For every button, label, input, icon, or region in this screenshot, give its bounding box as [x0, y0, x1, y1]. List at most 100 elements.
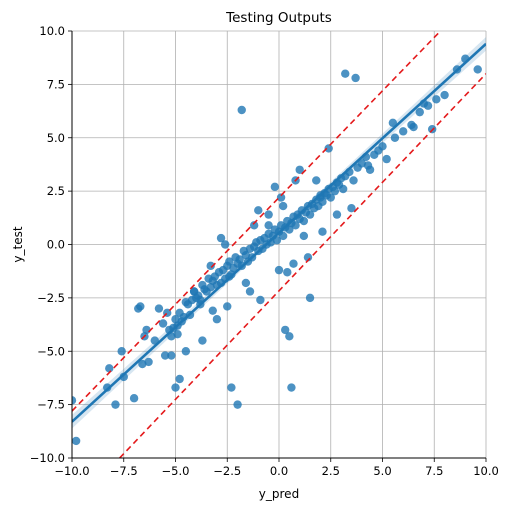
data-point	[264, 210, 273, 219]
y-tick-label: 0.0	[47, 238, 65, 252]
data-point	[303, 253, 313, 262]
data-point	[227, 383, 236, 392]
regression-line	[72, 42, 486, 423]
x-tick-label: −2.5	[213, 464, 241, 478]
data-point	[351, 73, 360, 83]
data-point	[291, 221, 300, 230]
data-point	[223, 302, 232, 311]
y-tick-label: 7.5	[47, 77, 65, 91]
data-point	[299, 231, 309, 241]
data-point	[189, 287, 199, 296]
x-tick-label: 0.0	[270, 464, 288, 478]
y-tick-label: −10.0	[30, 451, 65, 465]
data-point	[105, 364, 114, 373]
data-point	[338, 184, 348, 194]
data-point	[283, 268, 292, 277]
data-point	[264, 221, 273, 230]
data-point	[378, 142, 387, 151]
x-tick-label: 10.0	[473, 464, 499, 478]
data-point	[237, 105, 246, 115]
x-tick-label: −10.0	[54, 464, 89, 478]
data-point	[241, 278, 251, 288]
data-points	[72, 54, 482, 446]
data-point	[440, 90, 449, 100]
data-point	[390, 133, 400, 142]
data-point	[160, 351, 170, 360]
data-point	[295, 165, 304, 174]
data-point	[289, 259, 298, 268]
data-point	[208, 306, 217, 315]
data-point	[220, 240, 230, 249]
lower-bound-line	[119, 73, 486, 458]
data-point	[287, 383, 296, 392]
grid	[71, 30, 487, 459]
data-point	[330, 186, 340, 196]
x-axis-label: y_pred	[259, 487, 299, 501]
data-point	[212, 315, 222, 324]
data-point	[245, 287, 255, 296]
data-point	[432, 95, 441, 104]
data-point	[326, 193, 335, 202]
data-point	[276, 193, 286, 202]
data-point	[349, 176, 358, 185]
y-tick-label: −2.5	[37, 291, 65, 305]
data-point	[399, 127, 408, 136]
data-point	[285, 225, 294, 234]
data-point	[341, 69, 350, 78]
data-point	[274, 265, 284, 275]
data-point	[473, 65, 482, 74]
data-point	[281, 325, 290, 335]
data-point	[206, 261, 215, 271]
data-point	[158, 319, 168, 328]
data-point	[225, 257, 234, 266]
reference-lines	[72, 31, 486, 458]
data-point	[254, 206, 263, 215]
data-point	[332, 210, 342, 219]
data-point	[299, 216, 309, 226]
x-tick-label: −7.5	[110, 464, 138, 478]
data-point	[144, 357, 153, 367]
data-point	[318, 227, 327, 236]
data-point	[117, 347, 126, 356]
data-point	[318, 197, 327, 206]
data-point	[72, 396, 77, 405]
x-tick-label: 7.5	[425, 464, 443, 478]
chart-title: Testing Outputs	[225, 10, 332, 26]
y-axis-label: y_test	[11, 226, 25, 262]
y-tick-label: 10.0	[39, 24, 65, 38]
upper-bound-line	[72, 31, 442, 412]
data-point	[198, 336, 207, 345]
data-point	[235, 255, 244, 264]
data-point	[278, 201, 288, 211]
data-point	[305, 293, 315, 303]
data-point	[136, 302, 145, 311]
y-tick-label: 2.5	[47, 184, 65, 198]
data-point	[175, 374, 184, 384]
data-point	[415, 107, 424, 117]
data-point	[305, 210, 315, 219]
data-point	[216, 233, 226, 243]
data-point	[256, 295, 265, 305]
data-point	[171, 383, 180, 392]
data-point	[388, 118, 398, 128]
data-point	[129, 394, 139, 403]
x-tick-label: 5.0	[373, 464, 391, 478]
data-point	[312, 176, 321, 185]
data-point	[409, 122, 418, 132]
data-point	[363, 161, 373, 170]
data-point	[72, 436, 81, 446]
x-tick-label: −5.0	[162, 464, 190, 478]
data-point	[382, 154, 391, 164]
data-point	[181, 347, 191, 356]
data-point	[285, 332, 294, 341]
y-tick-label: −7.5	[37, 398, 65, 412]
y-axis-ticks: −10.0 −7.5 −5.0 −2.5 0.0 2.5 5.0 7.5 10.0	[30, 24, 72, 465]
data-point	[173, 329, 182, 339]
y-tick-label: 5.0	[47, 131, 65, 145]
x-tick-label: 2.5	[322, 464, 340, 478]
data-point	[167, 351, 176, 360]
data-point	[233, 400, 242, 409]
y-tick-label: −5.0	[37, 344, 65, 358]
data-point	[102, 383, 112, 392]
